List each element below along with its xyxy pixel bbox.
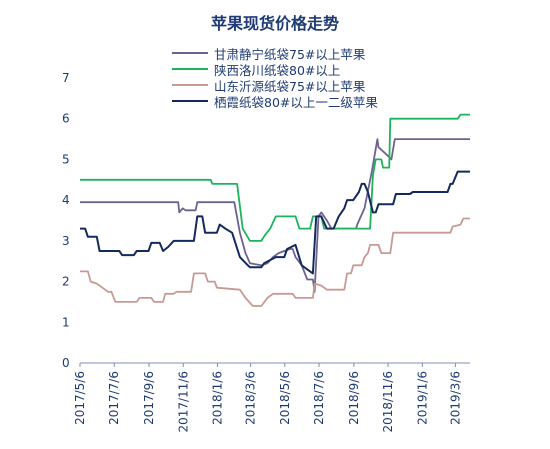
series-lines — [80, 113, 470, 307]
y-tick-label: 2 — [62, 275, 70, 289]
y-tick-label: 1 — [62, 315, 70, 329]
x-tick-label: 2018/5/6 — [278, 371, 292, 425]
x-tick-label: 2019/3/6 — [448, 371, 462, 425]
y-tick-label: 7 — [62, 71, 70, 85]
legend-label: 陕西洛川纸袋80#以上 — [214, 62, 341, 78]
legend-label: 栖霞纸袋80#以上一二级苹果 — [214, 94, 378, 110]
y-tick-label: 0 — [62, 356, 70, 370]
x-tick-label: 2017/7/6 — [107, 371, 121, 425]
legend-swatch — [172, 84, 208, 86]
series-line-0 — [80, 138, 470, 293]
legend-swatch — [172, 68, 208, 70]
y-tick-label: 6 — [62, 112, 70, 126]
x-tick-label: 2017/5/6 — [73, 371, 87, 425]
legend-label: 甘肃静宁纸袋75#以上苹果 — [214, 46, 366, 62]
legend-item-shaanxi: 陕西洛川纸袋80#以上 — [172, 61, 378, 78]
x-tick-label: 2018/7/6 — [312, 371, 326, 425]
x-axis-ticks: 2017/5/6 2017/7/6 2017/9/6 2017/11/6 2018/1/… — [73, 363, 462, 433]
y-tick-label: 5 — [62, 152, 70, 166]
y-axis-ticks: 0 1 2 3 4 5 6 7 — [62, 71, 70, 370]
legend-label: 山东沂源纸袋75#以上苹果 — [214, 78, 366, 94]
series-line-2 — [80, 217, 470, 307]
x-tick-label: 2018/11/6 — [381, 371, 395, 433]
y-tick-label: 4 — [62, 193, 70, 207]
legend-item-gansu: 甘肃静宁纸袋75#以上苹果 — [172, 45, 378, 62]
legend-swatch — [172, 100, 208, 102]
legend-item-shandong: 山东沂源纸袋75#以上苹果 — [172, 77, 378, 94]
x-tick-label: 2019/1/6 — [415, 371, 429, 425]
chart-title: 苹果现货价格走势 — [210, 14, 339, 33]
legend-swatch — [172, 52, 208, 54]
x-tick-label: 2018/3/6 — [244, 371, 258, 425]
legend: 甘肃静宁纸袋75#以上苹果 陕西洛川纸袋80#以上 山东沂源纸袋75#以上苹果 … — [172, 45, 378, 110]
series-line-3 — [80, 170, 470, 275]
y-tick-label: 3 — [62, 234, 70, 248]
x-tick-label: 2017/11/6 — [176, 371, 190, 433]
x-tick-label: 2018/1/6 — [210, 371, 224, 425]
legend-item-qixia: 栖霞纸袋80#以上一二级苹果 — [172, 93, 378, 110]
x-tick-label: 2017/9/6 — [142, 371, 156, 425]
series-line-1 — [80, 113, 470, 242]
x-tick-label: 2018/9/6 — [347, 371, 361, 425]
